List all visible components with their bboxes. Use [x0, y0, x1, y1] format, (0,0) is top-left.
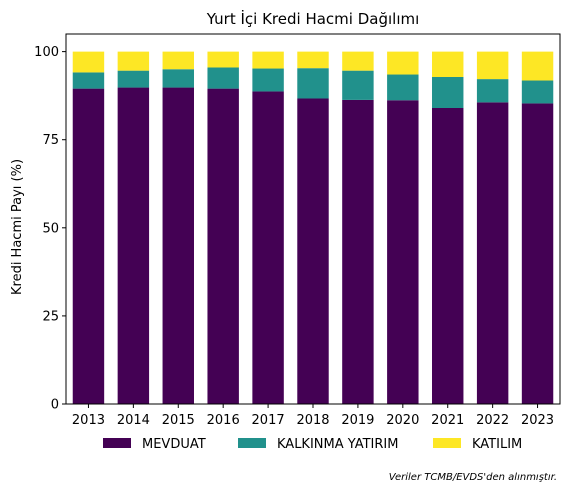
- bar-2013-series-2: [72, 51, 105, 73]
- x-tick-label: 2018: [296, 413, 329, 428]
- y-tick-label: 25: [42, 309, 59, 324]
- x-tick-label: 2017: [252, 413, 285, 428]
- legend: MEVDUAT KALKINMA YATIRIM KATILIM: [103, 437, 522, 452]
- bar-2019-series-2: [342, 51, 374, 71]
- bar-2017-series-1: [252, 68, 284, 92]
- legend-label: KALKINMA YATIRIM: [277, 437, 398, 452]
- bar-2019-series-0: [342, 99, 374, 405]
- bar-2018-series-1: [297, 68, 329, 99]
- x-tick-label: 2015: [162, 413, 195, 428]
- legend-label: MEVDUAT: [142, 437, 206, 452]
- y-tick-label: 0: [51, 398, 59, 413]
- y-ticks: 0 25 50 75 100: [34, 45, 66, 413]
- x-tick-label: 2013: [72, 413, 105, 428]
- bar-2019-series-1: [342, 70, 374, 100]
- plot-frame: [65, 33, 561, 405]
- bar-2021-series-2: [432, 51, 464, 77]
- bar-2015-series-0: [162, 87, 194, 405]
- bar-2013-series-1: [72, 72, 105, 89]
- x-tick-label: 2023: [521, 413, 554, 428]
- bar-2015-series-2: [162, 51, 194, 70]
- footnote: Veriler TCMB/EVDS'den alınmıştır.: [389, 472, 557, 483]
- bar-2022-series-1: [476, 79, 509, 103]
- bar-2021-series-1: [432, 76, 464, 108]
- bar-2013-series-0: [72, 88, 105, 404]
- bar-2016-series-0: [207, 88, 239, 404]
- bar-2020-series-2: [387, 51, 419, 75]
- bar-2020-series-0: [387, 100, 419, 404]
- bar-2018-series-2: [297, 51, 329, 69]
- bar-2014-series-2: [117, 51, 150, 71]
- bar-layer: [72, 51, 554, 405]
- bar-2020-series-1: [387, 74, 419, 101]
- y-axis-label: Kredi Hacmi Payı (%): [10, 159, 25, 295]
- bar-2016-series-1: [207, 67, 239, 89]
- chart-title: Yurt İçi Kredi Hacmi Dağılımı: [206, 9, 420, 28]
- legend-label: KATILIM: [472, 437, 522, 452]
- bar-2022-series-2: [476, 51, 509, 80]
- y-tick-label: 50: [42, 221, 59, 236]
- bar-2021-series-0: [432, 108, 464, 404]
- x-tick-label: 2021: [431, 413, 464, 428]
- legend-swatch: [238, 438, 266, 448]
- x-tick-label: 2020: [386, 413, 419, 428]
- y-tick-label: 100: [34, 45, 59, 60]
- bar-2017-series-2: [252, 51, 284, 69]
- bar-2016-series-2: [207, 51, 239, 68]
- x-tick-label: 2022: [476, 413, 509, 428]
- bar-2022-series-0: [476, 102, 509, 404]
- x-tick-label: 2019: [341, 413, 374, 428]
- x-ticks: 2013 2014 2015 2016 2017 2018 2019 2020 2021 2022…: [72, 404, 554, 428]
- bar-2023-series-2: [521, 51, 554, 81]
- y-tick-label: 75: [42, 133, 59, 148]
- x-tick-label: 2014: [117, 413, 150, 428]
- x-tick-label: 2016: [207, 413, 240, 428]
- bar-2017-series-0: [252, 91, 284, 404]
- bar-2015-series-1: [162, 69, 194, 88]
- bar-2023-series-1: [521, 80, 554, 104]
- bar-2018-series-0: [297, 98, 329, 404]
- legend-swatch: [433, 438, 461, 448]
- bar-2023-series-0: [521, 103, 554, 405]
- legend-swatch: [103, 438, 131, 448]
- bar-2014-series-1: [117, 70, 150, 88]
- bar-2014-series-0: [117, 87, 150, 405]
